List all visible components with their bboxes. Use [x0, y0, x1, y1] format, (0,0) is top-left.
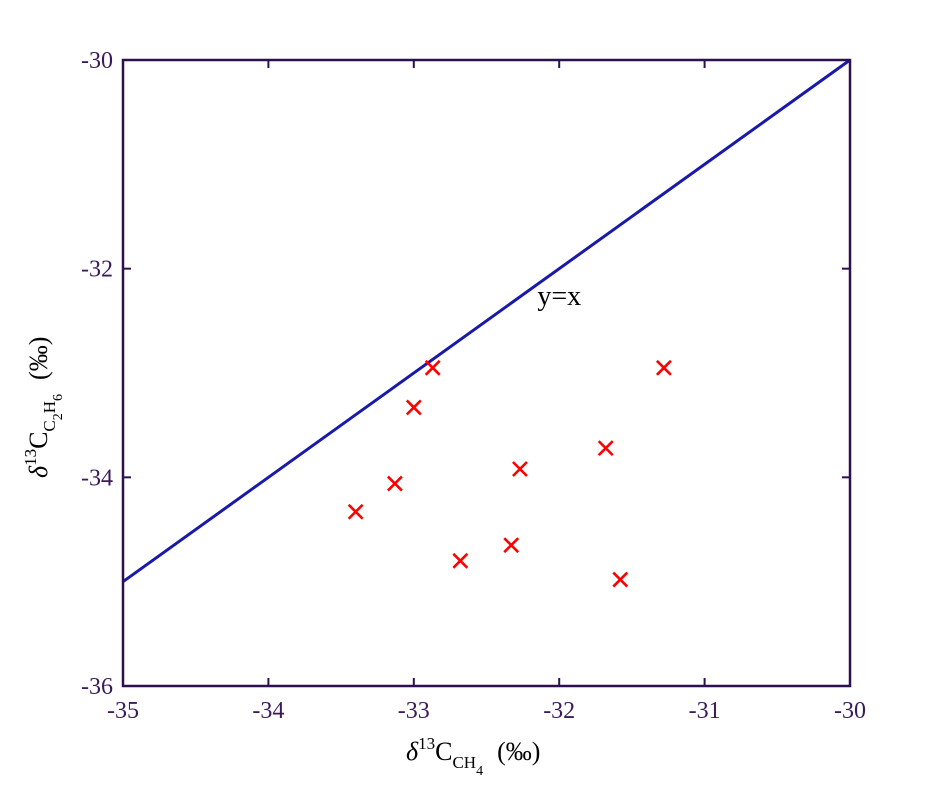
- data-point-x-marker: [612, 571, 629, 588]
- data-point-x-marker: [424, 359, 441, 376]
- x-axis-label: δ13CCH4(‰): [406, 734, 540, 779]
- data-point-x-marker: [597, 440, 614, 457]
- plot-frame: [121, 58, 852, 688]
- data-point-x-marker: [347, 503, 364, 520]
- y-axis-label: δ13CC2H6(‰): [21, 337, 66, 478]
- x-tick-label: -31: [689, 698, 721, 724]
- y-tick-label: -32: [81, 257, 113, 283]
- y-tick-label: -36: [81, 674, 113, 700]
- data-point-x-marker: [655, 359, 672, 376]
- x-tick-label: -32: [543, 698, 575, 724]
- x-tick-label: -34: [252, 698, 284, 724]
- data-point-x-marker: [503, 537, 520, 554]
- data-point-x-marker: [512, 461, 528, 477]
- reference-line-y-equals-x: [122, 58, 851, 583]
- plot-area: y=x -35 -34 -33 -32 -31 -30 -36 -34 -32 -30: [81, 48, 866, 724]
- data-point-x-marker: [386, 475, 403, 492]
- reference-line-label: y=x: [537, 281, 581, 312]
- y-tick-label: -30: [81, 48, 113, 74]
- data-point-x-marker: [405, 399, 422, 416]
- x-tick-label: -35: [107, 698, 139, 724]
- y-tick-label: -34: [81, 465, 113, 491]
- x-tick-label: -33: [398, 698, 430, 724]
- data-point-x-marker: [452, 552, 469, 569]
- x-tick-label: -30: [834, 698, 866, 724]
